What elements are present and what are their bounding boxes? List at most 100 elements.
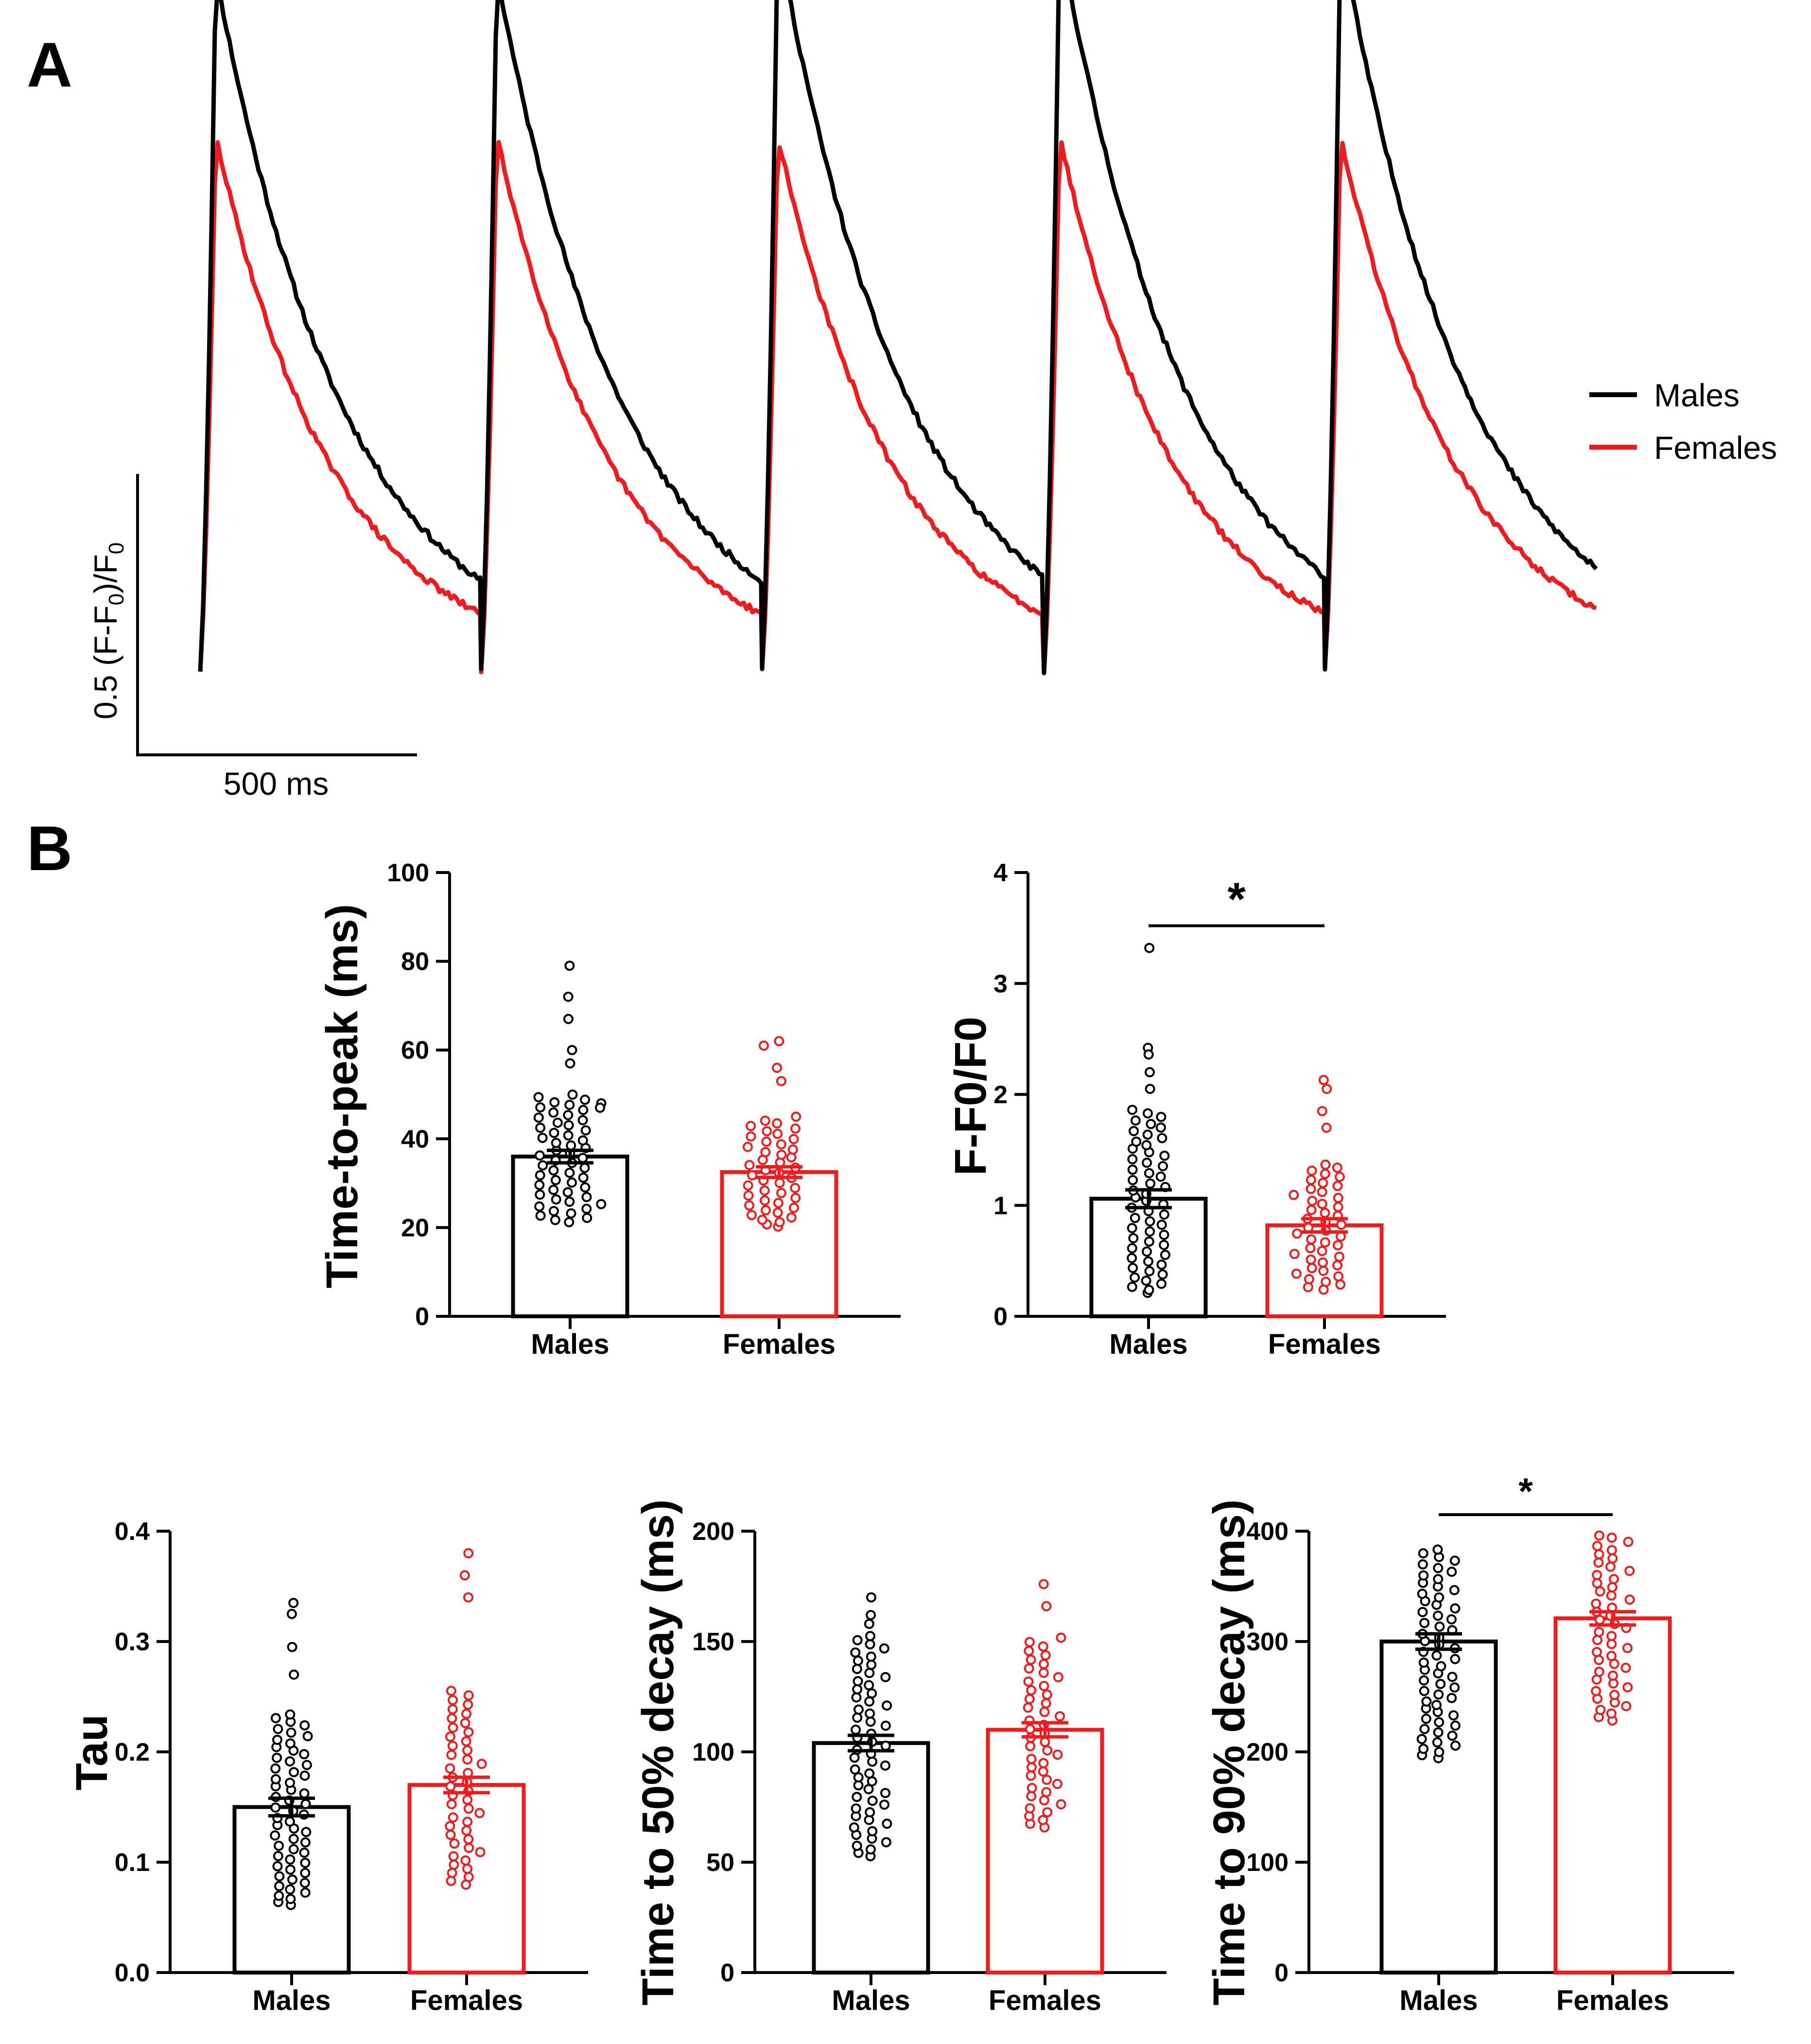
data-point-females [1592,1635,1602,1645]
data-point-males [288,1834,299,1844]
data-point-males [577,1135,588,1146]
data-point-females [776,1139,786,1150]
data-point-females [1320,1169,1330,1179]
y-axis-title: Time-to-peak (ms) [317,904,367,1289]
data-point-males [301,1827,312,1837]
data-point-females [1026,1770,1036,1781]
data-point-males [533,1092,544,1102]
data-point-males [1160,1250,1170,1260]
data-point-males [533,1112,544,1123]
data-point-males [865,1631,875,1642]
data-point-females [1595,1586,1605,1597]
data-point-females [1024,1694,1035,1704]
data-point-females [1056,1632,1066,1643]
data-point-males [596,1199,607,1209]
data-point-males [274,1840,284,1851]
data-point-males [581,1204,592,1214]
transient-chart: 0.5 (F-F0)/F0 500 ms Males Females [87,0,1777,802]
data-point-females [448,1851,459,1862]
data-point-females [746,1120,756,1131]
data-point-males [852,1684,863,1695]
y-tick-label: 150 [692,1628,734,1656]
data-point-females [1606,1708,1617,1719]
data-point-males [1155,1171,1166,1182]
panel-label-a: A [27,29,72,100]
data-point-males [564,1168,575,1178]
data-point-males [1143,1256,1153,1267]
y-tick-label: 40 [401,1125,429,1153]
data-point-females [1024,1663,1034,1674]
data-point-males [1417,1589,1428,1599]
data-point-males [301,1760,312,1770]
data-point-males [287,1642,297,1652]
data-point-females [759,1185,770,1196]
data-point-females [447,1868,457,1878]
category-label: Males [531,1328,609,1360]
time-to-peak-chart: 0 20 40 60 80 100 Time-to-peak (ms) Males Female… [317,859,901,1360]
data-point-females [1306,1254,1316,1265]
data-point-males [1130,1213,1140,1223]
data-point-males [1144,1266,1155,1276]
data-point-females [448,1812,458,1823]
data-point-males [563,992,574,1002]
data-point-females [1622,1682,1633,1693]
data-point-males [1434,1747,1445,1757]
data-point-males [1432,1544,1443,1555]
data-point-females [1042,1775,1052,1785]
data-point-females [1607,1670,1618,1681]
data-point-males [864,1768,875,1779]
data-point-males [1142,1108,1153,1118]
data-point-females [1027,1782,1037,1793]
data-point-females [760,1195,770,1206]
data-point-males [299,1720,310,1730]
data-point-females [446,1876,456,1886]
data-point-females [1041,1698,1051,1709]
data-point-females [772,1118,783,1129]
data-point-females [773,1198,784,1208]
data-point-females [1303,1282,1313,1293]
data-point-males [1128,1175,1138,1186]
legend: Males Females [1589,377,1777,466]
data-point-males [866,1610,876,1620]
y-tick-label: 60 [401,1036,429,1065]
data-point-males [274,1871,285,1882]
data-point-males [548,1165,559,1176]
data-point-females [1318,1075,1329,1085]
data-point-females [445,1830,456,1840]
y-axis-title: F-F0/F0 [946,1016,995,1175]
data-point-males [535,1150,545,1161]
data-point-females [1591,1686,1602,1696]
data-point-males [1143,1049,1154,1060]
data-point-females [1623,1537,1634,1547]
data-point-males [285,1709,296,1720]
data-point-females [1606,1651,1617,1661]
data-point-males [272,1752,282,1763]
data-point-males [1434,1621,1445,1632]
data-point-females [1041,1601,1052,1611]
category-label: Males [252,1985,331,2016]
data-point-females [1318,1266,1329,1276]
data-point-females [776,1188,786,1198]
data-point-females [1592,1578,1602,1589]
time-to-50-decay-chart: 0 50 100 150 200 Time to 50% decay (ms) Males F… [633,1499,1167,2016]
data-point-males [300,1868,311,1878]
data-point-males [563,1013,574,1024]
data-point-females [1320,1237,1330,1248]
data-point-males [300,1857,311,1868]
data-point-females [1333,1202,1343,1212]
data-point-males [564,961,575,971]
data-point-males [1159,1209,1169,1220]
data-point-females [460,1718,470,1729]
data-point-females [1039,1707,1050,1717]
data-point-males [1416,1734,1427,1745]
data-point-males [579,1163,590,1173]
data-point-females [1318,1178,1328,1188]
y-tick-label: 3 [993,970,1008,998]
data-point-females [462,1795,473,1805]
data-point-females [1026,1762,1037,1773]
data-point-males [851,1803,861,1814]
data-point-females [1320,1207,1330,1218]
data-point-males [578,1105,589,1115]
data-point-females [1606,1532,1617,1543]
